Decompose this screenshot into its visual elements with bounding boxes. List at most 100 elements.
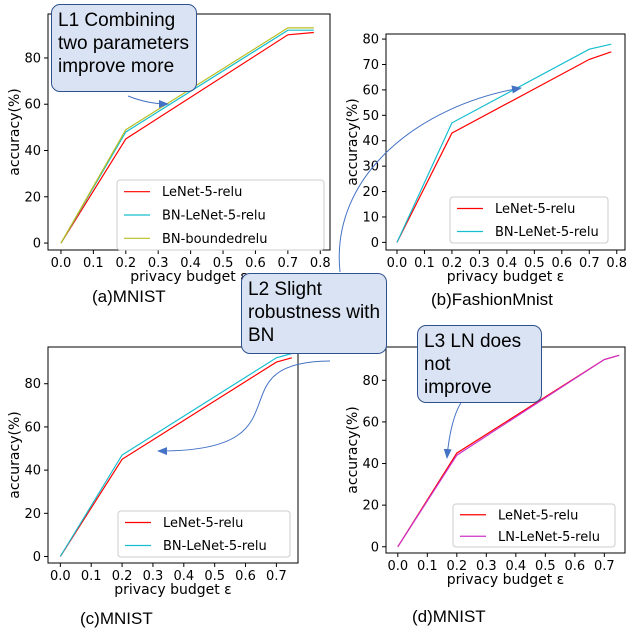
chart-b-xtick-label: 0.3 (469, 256, 490, 271)
callout-l3-arrow (443, 399, 464, 459)
chart-c-xtick-label: 0.3 (143, 569, 164, 584)
chart-c-ytick-label: 0 (33, 550, 41, 565)
chart-c-xtick-label: 0.2 (112, 569, 133, 584)
chart-c-ytick-label: 20 (24, 507, 41, 522)
chart-a-ytick-label: 0 (33, 237, 41, 252)
chart-b-ytick-label: 20 (362, 185, 379, 200)
chart-a-ytick-label: 80 (24, 51, 41, 66)
chart-b-ytick-label: 80 (362, 33, 379, 48)
chart-d-xtick-label: 0.6 (564, 559, 585, 574)
chart-c-ytick-label: 80 (24, 377, 41, 392)
callout-l2: L2 Slight robustness with BN (241, 273, 387, 354)
chart-b-xtick-label: 0.8 (606, 256, 627, 271)
callout-l1: L1 Combining two parameters improve more (51, 4, 197, 92)
chart-d-series-line (397, 354, 620, 548)
chart-b-legend-label: BN-LeNet-5-relu (495, 225, 599, 240)
chart-d-ytick-label: 0 (371, 540, 379, 555)
chart-b-ytick-label: 60 (362, 83, 379, 98)
chart-a-series-line (60, 27, 314, 244)
callout-l1-line-2: two parameters (58, 33, 189, 54)
chart-a-legend-label: BN-boundedrelu (162, 232, 267, 247)
chart-a-xtick-label: 0.8 (310, 256, 331, 271)
chart-c-series-line (59, 357, 292, 557)
chart-c-series-line (59, 352, 292, 557)
chart-b-ytick-label: 30 (362, 160, 379, 175)
callout-l1-line-3: improve more (58, 56, 175, 77)
chart-c-ylabel: accuracy(%) (7, 411, 23, 498)
chart-b-xtick-label: 0.5 (524, 256, 545, 271)
chart-d-xtick-label: 0.2 (446, 559, 467, 574)
chart-c-ytick-label: 40 (24, 464, 41, 479)
chart-a-ytick-label: 40 (24, 144, 41, 159)
caption-d: (d)MNIST (412, 607, 486, 626)
chart-d-xtick-label: 0.0 (387, 559, 408, 574)
chart-d-xtick-label: 0.7 (594, 559, 615, 574)
chart-c-xlabel: privacy budget ε (114, 582, 231, 598)
chart-b-legend-box (449, 196, 609, 244)
chart-a-series-line (60, 31, 314, 244)
chart-b-ytick-label: 0 (371, 236, 379, 251)
chart-d-xtick-label: 0.3 (476, 559, 497, 574)
chart-d-ytick-label: 40 (362, 457, 379, 472)
chart-c-legend-label: LeNet-5-relu (163, 516, 243, 531)
chart-a-legend: LeNet-5-relu BN-LeNet-5-relu BN-boundedrel… (116, 179, 325, 251)
chart-a: 0.0 0.1 0.2 0.3 0.4 0.5 0.6 0.7 0.8 0 20 40 60 80 priv… (7, 13, 331, 285)
chart-a-ylabel: accuracy(%) (7, 88, 23, 175)
chart-c-xtick-label: 0.1 (81, 569, 102, 584)
chart-a-xlabel: privacy budget ε (130, 269, 247, 285)
chart-b-xtick-label: 0.6 (551, 256, 572, 271)
chart-c-xtick-label: 0.6 (235, 569, 256, 584)
callout-l3-line-3: improve (424, 377, 492, 398)
chart-c-xtick-label: 0.7 (266, 569, 287, 584)
chart-d-ylabel: accuracy(%) (345, 406, 361, 493)
chart-b: 0.0 0.1 0.2 0.3 0.4 0.5 0.6 0.7 0.8 0 10 20 30 40 50 60… (345, 33, 627, 285)
chart-c-legend-box (117, 510, 291, 558)
chart-a-xtick-label: 0.4 (180, 256, 201, 271)
chart-a-xtick-label: 0.2 (115, 256, 136, 271)
chart-d-xtick-label: 0.5 (535, 559, 556, 574)
chart-a-xtick-label: 0.1 (83, 256, 104, 271)
charts-layer: 0.0 0.1 0.2 0.3 0.4 0.5 0.6 0.7 0.8 0 20 40 60 80 priv… (7, 13, 627, 598)
chart-a-ytick-label: 60 (24, 98, 41, 113)
chart-b-xtick-label: 0.0 (387, 256, 408, 271)
callout-l2-arrow-to-c (157, 360, 331, 456)
chart-c-ytick-label: 60 (24, 420, 41, 435)
callout-l3-line-1: L3 LN does (424, 331, 522, 352)
caption-b: (b)FashionMnist (431, 290, 553, 309)
caption-c: (c)MNIST (80, 609, 153, 628)
chart-a-legend-box (116, 179, 325, 251)
chart-d-xtick-label: 0.4 (505, 559, 526, 574)
chart-c: 0.0 0.1 0.2 0.3 0.4 0.5 0.6 0.7 0 20 40 60 80 privacy… (7, 346, 299, 598)
chart-a-xtick-label: 0.6 (245, 256, 266, 271)
chart-d-xtick-label: 0.1 (417, 559, 438, 574)
chart-c-xtick-label: 0.4 (173, 569, 194, 584)
caption-a: (a)MNIST (92, 287, 166, 306)
chart-a-legend-label: BN-LeNet-5-relu (162, 209, 266, 224)
chart-d-ytick-label: 60 (362, 415, 379, 430)
callout-l2-arrow-to-b (338, 85, 522, 273)
chart-d-legend-box (452, 503, 616, 548)
callout-l1-line-1: L1 Combining (58, 10, 176, 31)
chart-a-ytick-label: 20 (24, 190, 41, 205)
chart-d-legend-label: LeNet-5-relu (498, 508, 578, 523)
chart-d: 0.0 0.1 0.2 0.3 0.4 0.5 0.6 0.7 0 20 40 60 80 privacy… (345, 346, 626, 588)
callout-l2-line-2: robustness with (248, 302, 381, 323)
chart-b-ytick-label: 50 (362, 109, 379, 124)
callout-l3: L3 LN does not improve (417, 325, 542, 403)
chart-d-xlabel: privacy budget ε (447, 572, 564, 588)
chart-a-xtick-label: 0.5 (213, 256, 234, 271)
chart-b-xtick-label: 0.4 (497, 256, 518, 271)
chart-d-ytick-label: 20 (362, 499, 379, 514)
chart-c-frame (47, 346, 299, 564)
chart-b-ytick-label: 70 (362, 58, 379, 73)
chart-b-ylabel: accuracy(%) (345, 98, 361, 185)
chart-a-xtick-label: 0.0 (51, 256, 72, 271)
chart-d-legend-label: LN-LeNet-5-relu (498, 530, 600, 545)
chart-a-xtick-label: 0.3 (148, 256, 169, 271)
chart-b-frame (385, 33, 626, 251)
chart-b-ytick-label: 10 (362, 210, 379, 225)
chart-b-xlabel: privacy budget ε (447, 269, 564, 285)
callout-l1-arrow (127, 95, 169, 108)
chart-d-ytick-label: 80 (362, 374, 379, 389)
